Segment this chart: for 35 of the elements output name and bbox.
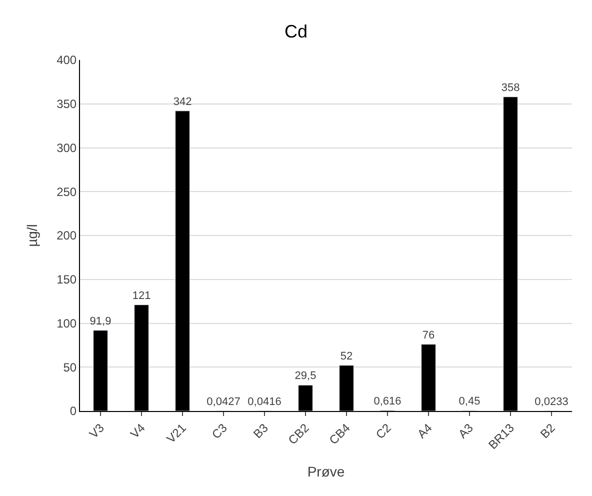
x-axis-title: Prøve	[307, 463, 345, 480]
data-label: 0,0233	[534, 396, 568, 408]
x-tick-label: C3	[209, 420, 230, 442]
data-label: 76	[422, 329, 435, 342]
data-label: 52	[340, 350, 353, 362]
x-tick-label: A4	[414, 420, 436, 442]
data-label: 0,45	[458, 396, 480, 408]
data-label: 358	[501, 82, 520, 94]
y-tick-label: 300	[56, 140, 77, 155]
data-label: 91,9	[90, 315, 112, 328]
chart-title: Cd	[284, 21, 308, 42]
x-tick-label: B2	[538, 420, 558, 442]
x-tick-label: B3	[250, 420, 272, 442]
y-tick-label: 100	[56, 316, 77, 330]
y-tick-label: 50	[63, 360, 77, 374]
y-tick-label: 350	[56, 97, 77, 112]
data-label: 121	[132, 290, 151, 302]
y-axis-title: µg/l	[24, 224, 40, 247]
y-tick-label: 250	[56, 184, 77, 199]
x-tick-label: V21	[164, 420, 190, 446]
x-tick-label: V4	[128, 420, 148, 442]
y-tick-label: 200	[56, 228, 77, 243]
x-tick-label: CB2	[285, 420, 312, 448]
data-label: 29,5	[294, 370, 316, 382]
data-label: 342	[173, 96, 192, 108]
y-tick-label: 0	[70, 404, 77, 418]
data-label: 0,0416	[248, 396, 282, 408]
x-tick-label: C2	[373, 420, 394, 442]
x-tick-label: CB4	[326, 420, 354, 448]
y-tick-label: 150	[56, 272, 77, 287]
x-tick-label: A3	[456, 420, 476, 442]
data-label: 0,0427	[206, 396, 240, 408]
x-tick-label: V3	[86, 420, 108, 442]
data-label: 0,616	[374, 395, 402, 408]
y-tick-label: 400	[56, 53, 77, 68]
